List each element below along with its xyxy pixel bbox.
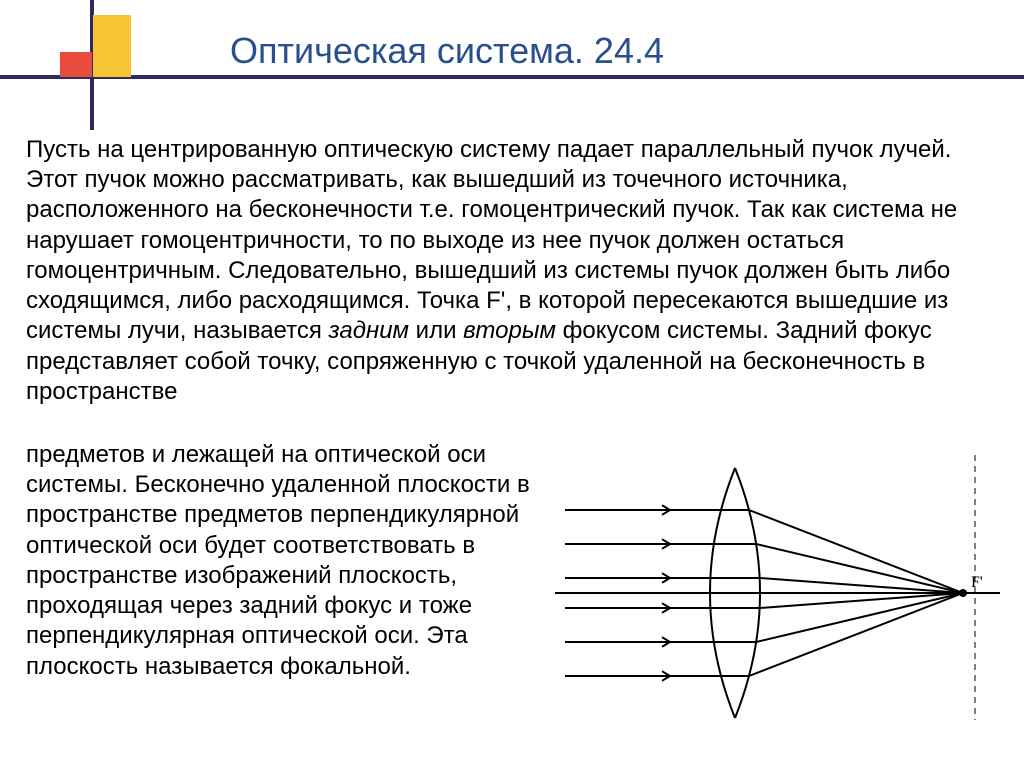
italic-word-2: вторым — [463, 317, 556, 344]
slide-logo — [30, 0, 150, 120]
italic-word-1: задним — [329, 317, 410, 344]
logo-bar-horizontal — [0, 75, 1024, 79]
logo-red-block — [60, 52, 92, 77]
body-paragraph-bottom: предметов и лежащей на оптической оси си… — [26, 440, 546, 682]
slide-title: Оптическая система. 24.4 — [230, 30, 664, 72]
logo-yellow-block — [93, 15, 131, 77]
body-paragraph-top: Пусть на центрированную оптическую систе… — [26, 135, 1001, 407]
text-segment-1: Пусть на центрированную оптическую систе… — [26, 136, 957, 344]
text-or: или — [409, 317, 463, 344]
svg-text:F': F' — [971, 574, 983, 591]
lens-diagram: F' — [555, 450, 1000, 725]
